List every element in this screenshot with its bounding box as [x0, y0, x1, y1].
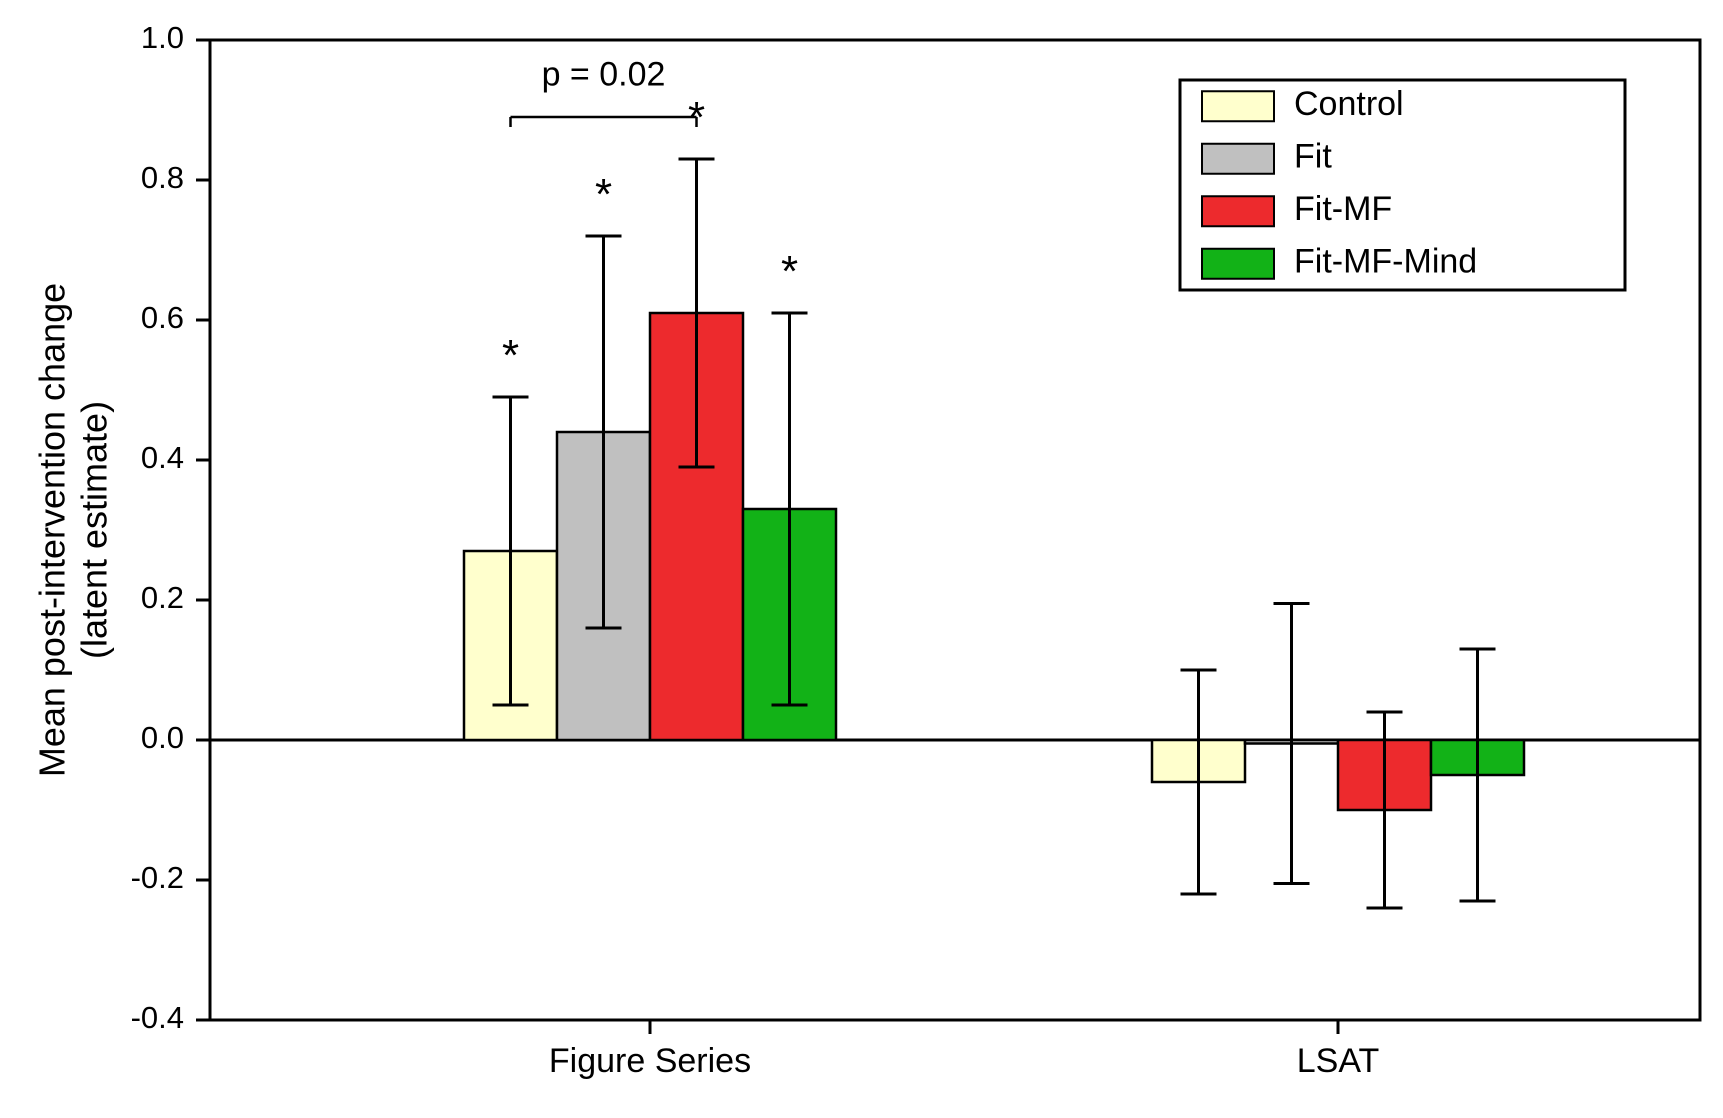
- svg-text:0.2: 0.2: [141, 580, 184, 615]
- svg-text:p = 0.02: p = 0.02: [542, 56, 666, 94]
- chart-svg: -0.4 -0.2 0.0 0.2 0.4 0.6 0.8 1.0 Mean post-inte…: [0, 0, 1723, 1118]
- svg-text:Fit-MF-Mind: Fit-MF-Mind: [1294, 243, 1477, 281]
- svg-text:*: *: [502, 331, 519, 380]
- svg-text:1.0: 1.0: [141, 20, 184, 55]
- svg-text:-0.4: -0.4: [131, 1000, 184, 1035]
- svg-text:*: *: [595, 170, 612, 219]
- svg-text:-0.2: -0.2: [131, 860, 184, 895]
- svg-text:0.4: 0.4: [141, 440, 184, 475]
- svg-text:Control: Control: [1294, 85, 1404, 123]
- svg-text:0.8: 0.8: [141, 160, 184, 195]
- svg-text:0.6: 0.6: [141, 300, 184, 335]
- svg-text:LSAT: LSAT: [1297, 1042, 1380, 1080]
- svg-text:Figure Series: Figure Series: [549, 1042, 751, 1080]
- svg-text:0.0: 0.0: [141, 720, 184, 755]
- svg-text:Fit: Fit: [1294, 138, 1332, 176]
- bar-chart-figure: -0.4 -0.2 0.0 0.2 0.4 0.6 0.8 1.0 Mean post-inte…: [0, 0, 1723, 1118]
- svg-text:(latent estimate): (latent estimate): [74, 401, 115, 659]
- svg-text:Fit-MF: Fit-MF: [1294, 190, 1392, 228]
- svg-text:*: *: [781, 247, 798, 296]
- svg-text:Mean post-intervention change: Mean post-intervention change: [32, 283, 73, 777]
